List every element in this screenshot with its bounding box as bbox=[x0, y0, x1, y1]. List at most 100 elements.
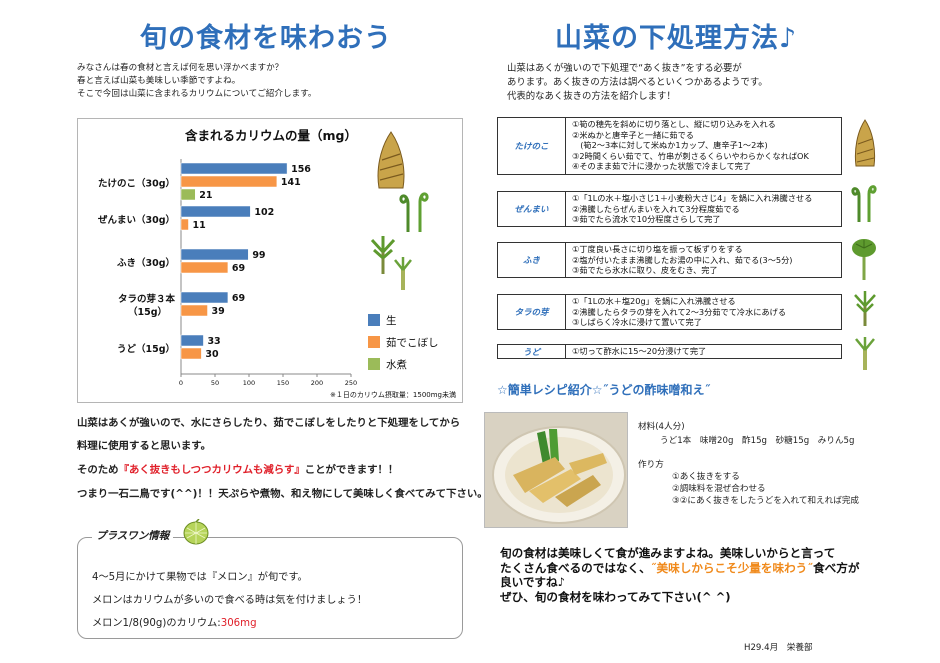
legend-label: 生 bbox=[386, 314, 397, 327]
legend-swatch bbox=[368, 336, 380, 348]
udo-icon bbox=[855, 337, 875, 370]
recipe-steps-label: 作り方 bbox=[638, 460, 664, 470]
method-step: ①筍の穂先を斜めに切り落とし、縦に切り込みを入れる bbox=[572, 119, 776, 129]
recipe-title: ☆簡単レシピ紹介☆˝うどの酢味噌和え˝ bbox=[497, 383, 711, 397]
body-text-line-3-b: ことができます！！ bbox=[304, 464, 399, 476]
method-steps: ①丁度良い長さに切り塩を振って板ずりをする ②塩が付いたまま沸騰したお湯の中に入… bbox=[572, 244, 792, 276]
bar bbox=[180, 205, 251, 218]
recipe-step-3: ③②にあく抜きをしたうどを入れて和えれば完成 bbox=[672, 496, 860, 506]
bar bbox=[180, 188, 196, 201]
bar bbox=[180, 304, 208, 317]
bar-value-label: 156 bbox=[291, 164, 311, 175]
bar-value-label: 30 bbox=[205, 349, 219, 360]
plus-one-line-3-label: メロン1/8(90g)のカリウム: bbox=[92, 618, 221, 629]
category-label: （15g） bbox=[128, 306, 167, 318]
method-step: ①切って酢水に15～20分浸けて完了 bbox=[572, 346, 707, 356]
chart-footnote: ※１日のカリウム摂取量：1500mg未満 bbox=[330, 390, 456, 399]
bar bbox=[180, 218, 189, 231]
recipe-step-2: ②調味料を混ぜ合わせる bbox=[672, 484, 766, 494]
credit: H29.4月 栄養部 bbox=[744, 643, 813, 653]
method-row-fuki: ふき ①丁度良い長さに切り塩を振って板ずりをする ②塩が付いたまま沸騰したお湯の… bbox=[497, 242, 842, 278]
x-tick-label: 50 bbox=[211, 379, 219, 387]
bar-value-label: 69 bbox=[232, 263, 245, 274]
bar-value-label: 33 bbox=[207, 336, 220, 347]
x-tick-label: 150 bbox=[277, 379, 289, 387]
page-title-left: 旬の食材を味わおう bbox=[140, 23, 392, 54]
bamboo-shoot-icon bbox=[854, 119, 876, 167]
body-text-line-3-a: そのため bbox=[77, 464, 119, 476]
method-step: ①「1Lの水＋塩小さじ1＋小麦粉大さじ4」を鍋に入れ沸騰させる bbox=[572, 193, 813, 203]
method-label: たけのこ bbox=[498, 118, 566, 174]
body-text-highlight: 『あく抜きもしつつカリウムも減らす』 bbox=[118, 464, 305, 476]
method-steps: ①筍の穂先を斜めに切り落とし、縦に切り込みを入れる ②米ぬかと唐辛子と一緒に茹で… bbox=[572, 119, 809, 172]
plus-one-title: プラスワン情報 bbox=[92, 528, 174, 543]
method-step: ③しばらく冷水に浸けて置いて完了 bbox=[572, 317, 702, 328]
method-label: ぜんまい bbox=[498, 192, 566, 226]
method-steps: ①「1Lの水＋塩20g」を鍋に入れ沸騰させる ②沸騰したらタラの芽を入れて2～3… bbox=[572, 296, 786, 328]
recipe-step-1: ①あく抜きをする bbox=[672, 472, 740, 482]
butterbur-icon bbox=[852, 239, 876, 280]
bar bbox=[180, 291, 229, 304]
method-step: ②米ぬかと唐辛子と一緒に茹でる bbox=[572, 129, 694, 140]
x-tick-label: 0 bbox=[179, 379, 183, 387]
plus-one-line-1: 4～5月にかけて果物では『メロン』が旬です。 bbox=[92, 572, 308, 583]
method-label: ふき bbox=[498, 243, 566, 277]
melon-icon bbox=[183, 519, 209, 545]
bar-value-label: 141 bbox=[281, 177, 301, 188]
fiddlehead-icon bbox=[399, 192, 429, 232]
method-step: ①丁度良い長さに切り塩を振って板ずりをする bbox=[572, 244, 743, 254]
body-text-line-3: そのため『あく抜きもしつつカリウムも減らす』ことができます！！ bbox=[77, 461, 398, 480]
legend-label: 茹でこぼし bbox=[386, 336, 439, 349]
category-label: ぜんまい（30g） bbox=[98, 214, 175, 226]
closing-line-3: 良いですね♪ bbox=[500, 575, 566, 590]
closing-line-4: ぜひ、旬の食材を味わってみて下さい(^ ^) bbox=[500, 589, 731, 604]
body-text-line-4: つまり一石二鳥です(^^)！！天ぷらや煮物、和え物にして美味しく食べてみて下さい… bbox=[77, 488, 488, 500]
intro-right-1: 山菜はあくが強いので下処理で“あく抜き”をする必要が bbox=[507, 63, 742, 74]
bar bbox=[180, 248, 249, 261]
method-step: ②塩が付いたまま沸騰したお湯の中に入れ、茹でる(3～5分) bbox=[572, 254, 793, 265]
angelica-sprout-icon bbox=[854, 291, 876, 326]
bar-value-label: 99 bbox=[252, 250, 265, 261]
plus-one-line-2: メロンはカリウムが多いので食べる時は気を付けましょう！ bbox=[92, 595, 368, 606]
method-label: タラの芽 bbox=[498, 295, 566, 329]
method-step: (筍2～3本に対して米ぬか1カップ、唐辛子1～2本) bbox=[572, 140, 768, 151]
x-tick-label: 200 bbox=[311, 379, 323, 387]
method-step: ②沸騰したらぜんまいを入れて3分程度茹でる bbox=[572, 203, 740, 214]
plus-one-info-box bbox=[77, 537, 463, 639]
recipe-ingredients: うど1本 味噌20g 酢15g 砂糖15g みりん5g bbox=[660, 436, 855, 446]
bar-value-label: 69 bbox=[232, 293, 245, 304]
method-steps: ①「1Lの水＋塩小さじ1＋小麦粉大さじ4」を鍋に入れ沸騰させる ②沸騰したらぜん… bbox=[572, 193, 812, 225]
closing-message: 旬の食材は美味しくて食が進みますよね。美味しいからと言って たくさん食べるのでは… bbox=[500, 546, 859, 604]
plus-one-line-3: メロン1/8(90g)のカリウム:306mg bbox=[92, 614, 257, 629]
melon-potassium-value: 306mg bbox=[220, 618, 257, 629]
body-text-line-1: 山菜はあくが強いので、水にさらしたり、茹でこぼしをしたりと下処理をしてから bbox=[77, 417, 461, 429]
method-label: うど bbox=[498, 345, 566, 358]
body-text-line-2: 料理に使用すると思います。 bbox=[77, 440, 212, 452]
category-label: うど（15g） bbox=[117, 343, 175, 355]
method-step: ②沸騰したらタラの芽を入れて2～3分茹でて冷水にあげる bbox=[572, 306, 787, 317]
bar-value-label: 21 bbox=[199, 190, 212, 201]
method-row-takenoko: たけのこ ①筍の穂先を斜めに切り落とし、縦に切り込みを入れる ②米ぬかと唐辛子と… bbox=[497, 117, 842, 175]
intro-left-2: 春と言えば山菜も美味しい季節ですよね。 bbox=[77, 76, 241, 86]
x-tick-label: 100 bbox=[243, 379, 255, 387]
potassium-bar-chart: 含まれるカリウムの量（mg） 0 50 100 150 200 250 156 141 21 たけの… bbox=[98, 128, 456, 399]
udo-dish-photo bbox=[484, 412, 628, 528]
closing-highlight: ˝美味しからこそ少量を味わう˝ bbox=[650, 560, 814, 575]
bar bbox=[180, 175, 278, 188]
legend-label: 水煮 bbox=[386, 359, 407, 371]
intro-right-3: 代表的なあく抜きの方法を紹介します！ bbox=[507, 91, 676, 102]
bar bbox=[180, 162, 288, 175]
x-tick-label: 250 bbox=[345, 379, 357, 387]
recipe-ingredients-label: 材料(4人分) bbox=[638, 422, 685, 432]
closing-line-1: 旬の食材は美味しくて食が進みますよね。美味しいからと言って bbox=[500, 546, 836, 560]
bar bbox=[180, 347, 202, 360]
method-row-udo: うど ①切って酢水に15～20分浸けて完了 bbox=[497, 344, 842, 359]
closing-line-2-a: たくさん食べるのではなく、 bbox=[500, 560, 651, 575]
method-row-zenmai: ぜんまい ①「1Lの水＋塩小さじ1＋小麦粉大さじ4」を鍋に入れ沸騰させる ②沸騰… bbox=[497, 191, 842, 227]
intro-right-2: あります。あく抜きの方法は調べるといくつかあるようです。 bbox=[507, 77, 768, 88]
category-label: タラの芽３本 bbox=[118, 293, 176, 305]
closing-line-2-b: 食べ方が bbox=[813, 560, 860, 575]
bar bbox=[180, 261, 229, 274]
angelica-sprout-icon bbox=[370, 236, 396, 274]
bar-value-label: 39 bbox=[212, 306, 225, 317]
